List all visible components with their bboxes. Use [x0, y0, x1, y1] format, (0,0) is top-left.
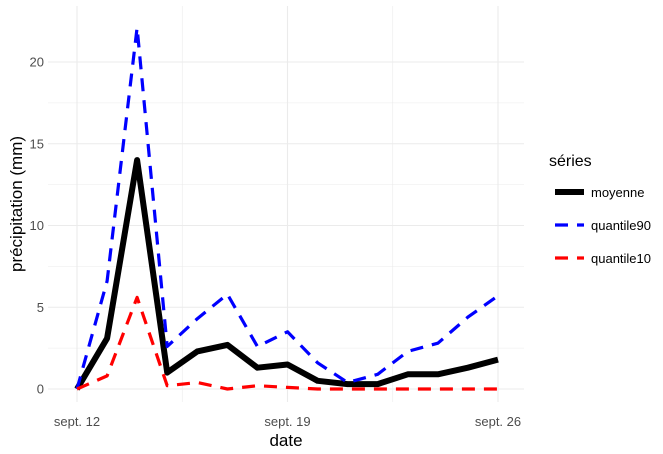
- series-line-quantile10: [76, 295, 498, 391]
- series-line-quantile90: [75, 26, 499, 390]
- y-tick-label: 15: [30, 136, 44, 151]
- legend: séries moyenne quantile90 quantile10: [549, 153, 651, 266]
- x-axis-ticks: sept. 12 sept. 19 sept. 26: [54, 414, 521, 429]
- y-tick-label: 20: [30, 55, 44, 70]
- x-tick-label: sept. 19: [264, 414, 310, 429]
- y-tick-label: 10: [30, 218, 44, 233]
- x-tick-label: sept. 12: [54, 414, 100, 429]
- x-axis-title: date: [269, 431, 302, 450]
- series-line-moyenne: [74, 157, 499, 391]
- legend-label: quantile90: [591, 218, 651, 233]
- y-tick-label: 0: [37, 382, 44, 397]
- grid: [48, 6, 524, 402]
- x-tick-label: sept. 26: [475, 414, 521, 429]
- y-axis-ticks: 0 5 10 15 20: [30, 55, 44, 397]
- legend-label: quantile10: [591, 251, 651, 266]
- legend-label: moyenne: [591, 185, 644, 200]
- y-tick-label: 5: [37, 300, 44, 315]
- series-lines: [74, 26, 499, 391]
- y-axis-title: précipitation (mm): [7, 136, 26, 272]
- legend-title: séries: [549, 153, 592, 170]
